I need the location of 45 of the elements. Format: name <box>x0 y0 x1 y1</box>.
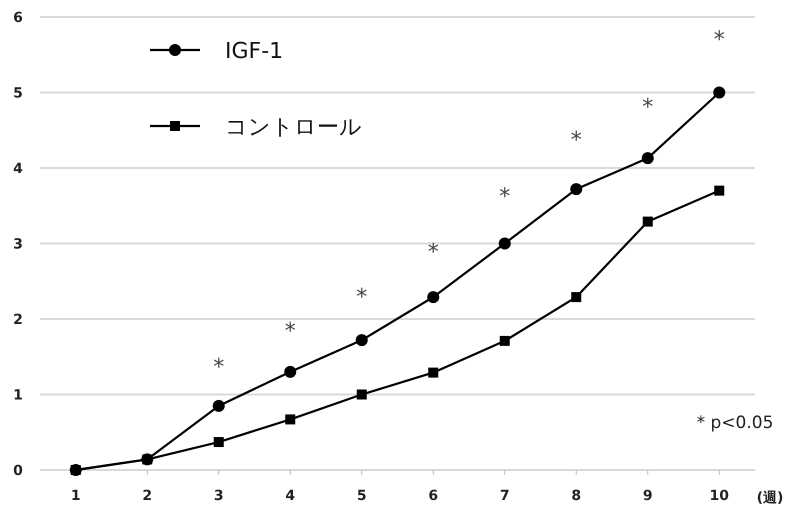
point <box>212 400 225 412</box>
annotation: * <box>428 240 439 266</box>
point <box>356 334 368 346</box>
annotation: * <box>213 354 224 380</box>
point <box>571 292 582 302</box>
y-tick-label: 1 <box>13 388 23 404</box>
point <box>713 86 726 98</box>
x-tick-label: 6 <box>428 488 438 504</box>
point <box>642 152 654 164</box>
x-tick-label: 4 <box>285 488 296 504</box>
point <box>214 437 224 448</box>
annotation: * <box>570 128 582 154</box>
x-tick-label: 10 <box>710 488 730 504</box>
annotation: * p<0.05 <box>696 413 774 433</box>
legend-label: コントロール <box>225 115 362 140</box>
x-tick-label: 8 <box>571 488 582 504</box>
annotation: * <box>499 184 510 210</box>
annotation: * <box>284 318 296 344</box>
x-tick-label: 5 <box>356 488 367 504</box>
y-tick-label: 6 <box>13 10 23 26</box>
x-tick-label: 2 <box>142 488 152 504</box>
y-tick-label: 4 <box>13 161 24 177</box>
x-tick-label: 3 <box>214 488 224 504</box>
point <box>500 336 510 346</box>
point <box>427 291 440 304</box>
annotation: * <box>356 285 368 310</box>
x-tick-label: 9 <box>642 488 653 504</box>
legend-label: IGF-1 <box>225 39 284 64</box>
point <box>285 414 296 424</box>
y-tick-label: 0 <box>13 463 24 479</box>
point <box>284 366 296 378</box>
point <box>356 390 367 400</box>
x-tick-label: 1 <box>70 488 81 504</box>
annotation: * <box>714 28 725 52</box>
y-tick-label: 5 <box>13 86 23 102</box>
y-tick-label: 3 <box>13 236 23 252</box>
annotation: * <box>642 95 654 120</box>
point <box>428 368 438 378</box>
x-axis-title: (週) <box>756 490 784 506</box>
y-tick-label: 2 <box>13 312 23 328</box>
point <box>498 238 511 250</box>
point <box>714 186 724 196</box>
point <box>642 216 653 227</box>
point <box>570 183 582 196</box>
x-tick-label: 7 <box>500 488 510 504</box>
